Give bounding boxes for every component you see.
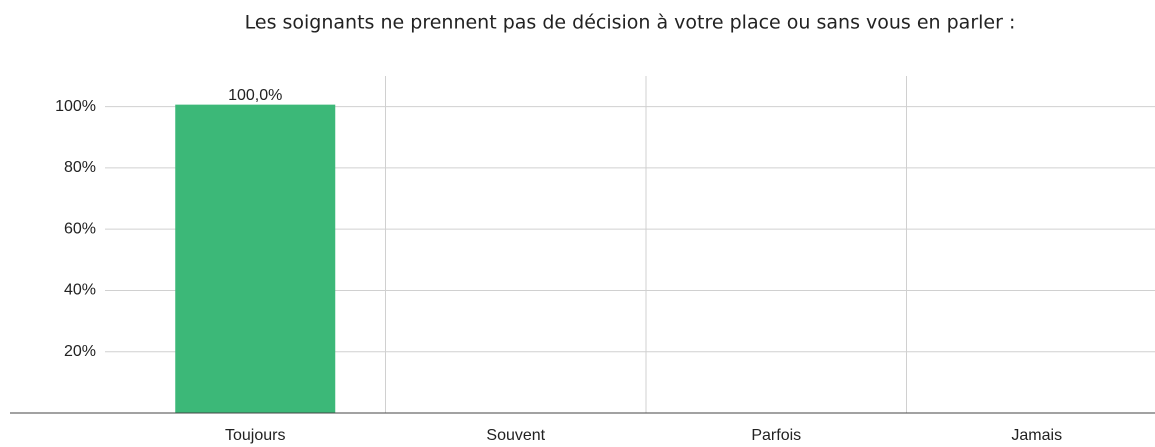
x-tick-label: Souvent [486, 427, 545, 444]
y-tick-label: 60% [64, 220, 96, 237]
chart-title: Les soignants ne prennent pas de décisio… [245, 12, 1016, 34]
x-tick-label: Parfois [751, 427, 801, 444]
x-tick-label: Jamais [1011, 427, 1062, 444]
y-tick-label: 20% [64, 343, 96, 360]
x-tick-label: Toujours [225, 427, 285, 444]
y-tick-label: 100% [55, 98, 96, 115]
data-label: 100,0% [228, 87, 282, 104]
bar [175, 104, 336, 414]
y-tick-label: 40% [64, 282, 96, 299]
y-tick-label: 80% [64, 159, 96, 176]
